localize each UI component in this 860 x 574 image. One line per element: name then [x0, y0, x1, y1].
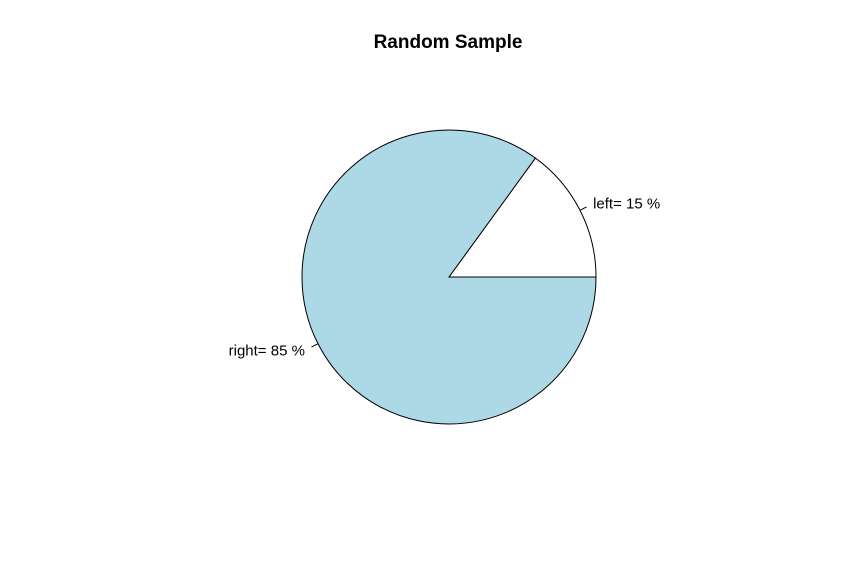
- pie-slices: [301, 129, 597, 425]
- pie-label-0: left= 15 %: [593, 196, 660, 213]
- pie-label-1: right= 85 %: [229, 342, 305, 359]
- pie-slice-0: [448, 157, 597, 278]
- pie-leader-1: [311, 343, 319, 348]
- pie-leader-0: [579, 206, 587, 211]
- pie-labels: left= 15 % right= 85 %: [229, 196, 661, 360]
- chart-title: Random Sample: [374, 32, 523, 53]
